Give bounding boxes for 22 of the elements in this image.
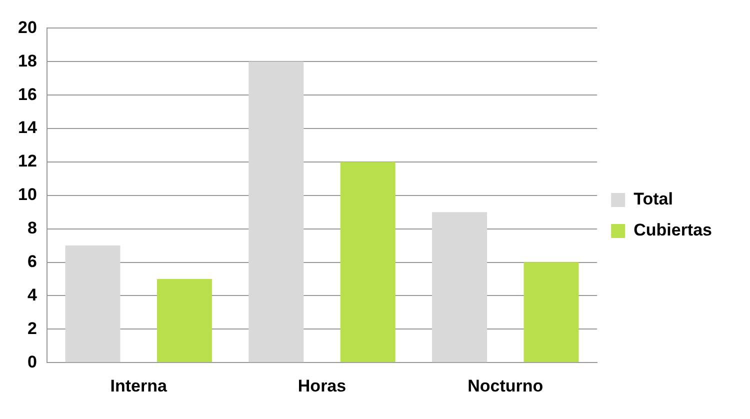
y-tick-label: 2	[27, 318, 37, 338]
x-tick-label: Horas	[298, 376, 346, 396]
y-tick-label: 4	[27, 285, 38, 304]
bar	[524, 262, 579, 362]
y-tick-label: 16	[18, 84, 37, 104]
y-tick-label: 18	[18, 51, 37, 70]
y-tick-label: 14	[18, 118, 38, 138]
bar	[65, 246, 120, 362]
y-tick-label: 8	[27, 218, 37, 238]
bar	[156, 279, 212, 362]
bar	[248, 62, 304, 362]
bar	[432, 212, 488, 362]
legend-label: Cubiertas	[634, 220, 712, 240]
y-tick-label: 12	[18, 152, 37, 171]
y-tick-label: 0	[27, 352, 37, 372]
legend-label: Total	[634, 190, 673, 209]
y-tick-label: 10	[18, 185, 37, 204]
y-tick-label: 6	[27, 252, 37, 271]
y-tick-label: 20	[18, 18, 37, 37]
x-tick-label: Nocturno	[468, 376, 544, 396]
x-tick-label: Interna	[110, 376, 168, 396]
bar	[340, 162, 396, 362]
